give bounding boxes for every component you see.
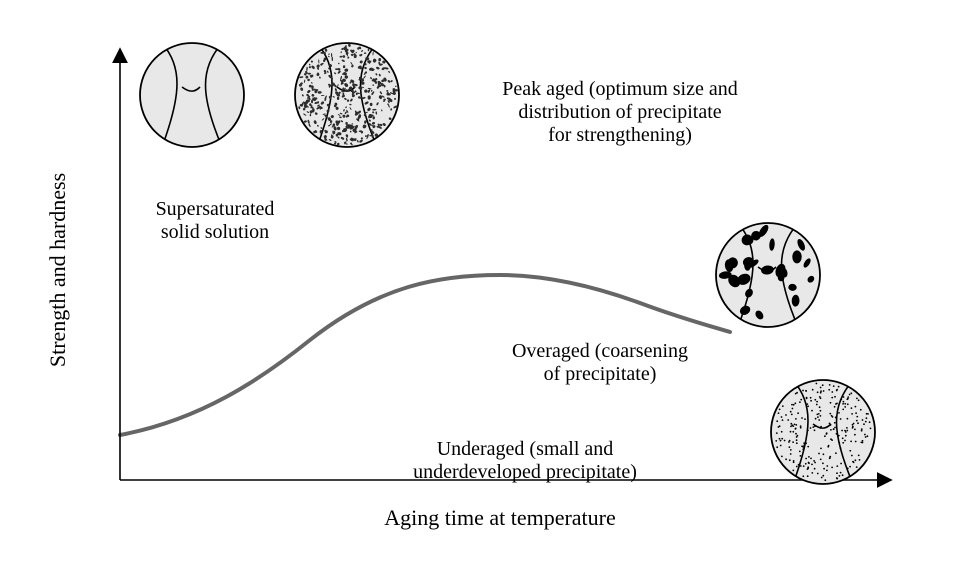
microstructure-peak-aged <box>295 43 399 147</box>
aging-diagram: Aging time at temperature Strength and h… <box>0 0 954 576</box>
label-supersaturated: Supersaturatedsolid solution <box>156 198 275 243</box>
microstructure-supersaturated <box>140 43 244 147</box>
label-overaged: Overaged (coarseningof precipitate) <box>512 340 688 385</box>
label-underaged: Underaged (small andunderdeveloped preci… <box>413 438 637 483</box>
microstructure-underaged <box>771 380 875 484</box>
microstructure-overaged <box>716 223 820 327</box>
label-peak-aged: Peak aged (optimum size anddistribution … <box>502 78 738 146</box>
x-axis-label: Aging time at temperature <box>384 505 616 530</box>
y-axis-label: Strength and hardness <box>45 173 70 367</box>
